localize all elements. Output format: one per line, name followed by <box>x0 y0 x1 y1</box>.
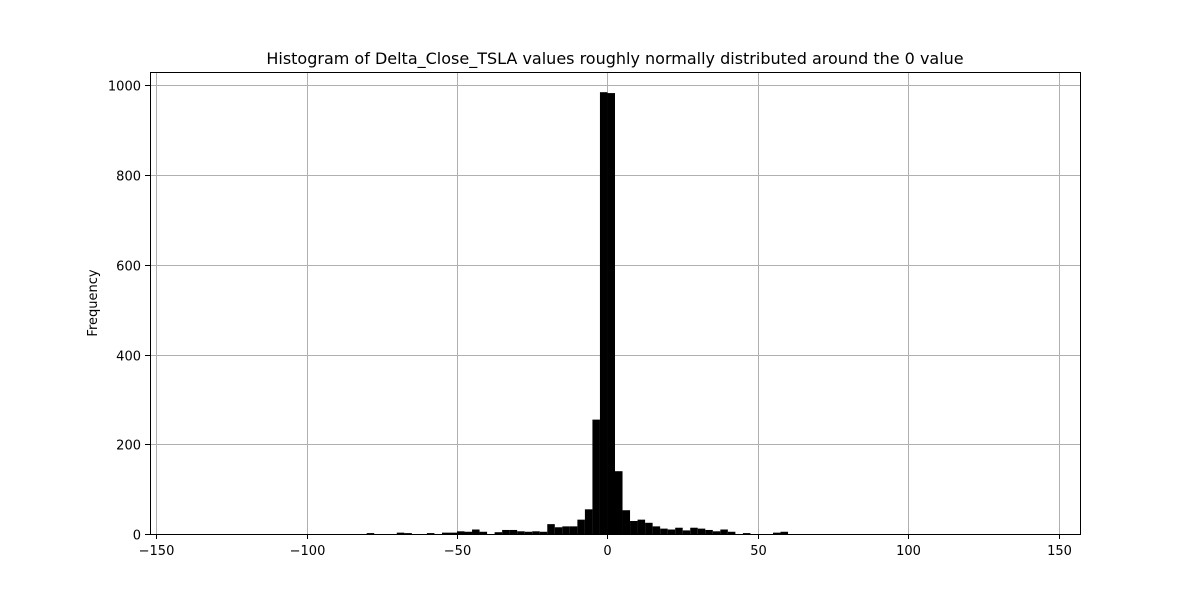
histogram-bar <box>592 419 600 534</box>
histogram-bar <box>584 509 593 534</box>
histogram-bar <box>539 531 548 534</box>
y-tick-label: 0 <box>133 529 141 544</box>
histogram-bar <box>773 532 781 534</box>
histogram-bar <box>479 531 488 534</box>
histogram-bar <box>426 533 435 534</box>
y-tick-label: 600 <box>116 260 141 275</box>
histogram-bar <box>607 93 615 534</box>
y-tick-label: 200 <box>116 439 141 454</box>
histogram-bar <box>547 524 555 534</box>
x-tick-label: 0 <box>603 544 611 559</box>
histogram-bar <box>712 531 721 534</box>
y-axis: 0 200 400 600 800 1000 <box>108 80 150 544</box>
y-tick-label: 800 <box>116 170 141 185</box>
histogram-bar <box>660 528 668 534</box>
histogram-bar <box>532 531 540 534</box>
y-tick-label: 400 <box>116 350 141 365</box>
histogram-bar <box>562 526 570 534</box>
histogram-bar <box>652 526 661 534</box>
x-tick-label: −50 <box>444 544 471 559</box>
histogram-bar <box>690 527 698 534</box>
histogram-bar <box>396 532 405 534</box>
histogram-bar <box>742 533 751 534</box>
histogram-bar <box>630 520 638 534</box>
histogram-bar <box>517 531 525 534</box>
axes-frame <box>150 72 1081 535</box>
chart-title: Histogram of Delta_Close_TSLA values rou… <box>266 49 963 69</box>
x-tick-label: 150 <box>1047 544 1072 559</box>
y-tick-label: 1000 <box>108 80 141 95</box>
histogram-bar <box>780 531 789 534</box>
histogram-bar <box>622 510 631 534</box>
histogram-bar <box>705 529 713 534</box>
histogram-bar <box>464 531 473 534</box>
histogram-bar <box>404 533 412 534</box>
histogram-bar <box>682 530 691 534</box>
histogram-bar <box>456 531 465 534</box>
histogram-bar <box>675 527 683 534</box>
histogram-bar <box>554 527 563 534</box>
histogram-bars <box>366 92 789 535</box>
histogram-bar <box>599 92 608 535</box>
histogram-bar <box>441 532 450 534</box>
x-axis: −150 −100 −50 0 50 100 150 <box>139 534 1072 559</box>
histogram-bar <box>720 529 728 534</box>
histogram-bar <box>727 531 736 534</box>
histogram-bar <box>697 528 706 534</box>
x-tick-label: 100 <box>896 544 921 559</box>
histogram-bar <box>577 519 585 534</box>
histogram-bar <box>645 522 653 534</box>
histogram-bar <box>509 529 518 534</box>
x-tick-label: 50 <box>750 544 767 559</box>
histogram-bar <box>472 529 480 534</box>
histogram-bar <box>449 532 457 534</box>
histogram-bar <box>494 532 503 534</box>
histogram-bar <box>637 519 646 534</box>
histogram-bar <box>366 533 375 534</box>
histogram-bar <box>569 526 578 534</box>
histogram-bar <box>615 471 623 534</box>
histogram-bar <box>667 529 676 534</box>
x-tick-label: −150 <box>139 544 175 559</box>
histogram-bar <box>524 531 533 534</box>
histogram-bar <box>502 529 510 534</box>
x-tick-label: −100 <box>290 544 326 559</box>
y-axis-label: Frequency <box>86 269 101 336</box>
